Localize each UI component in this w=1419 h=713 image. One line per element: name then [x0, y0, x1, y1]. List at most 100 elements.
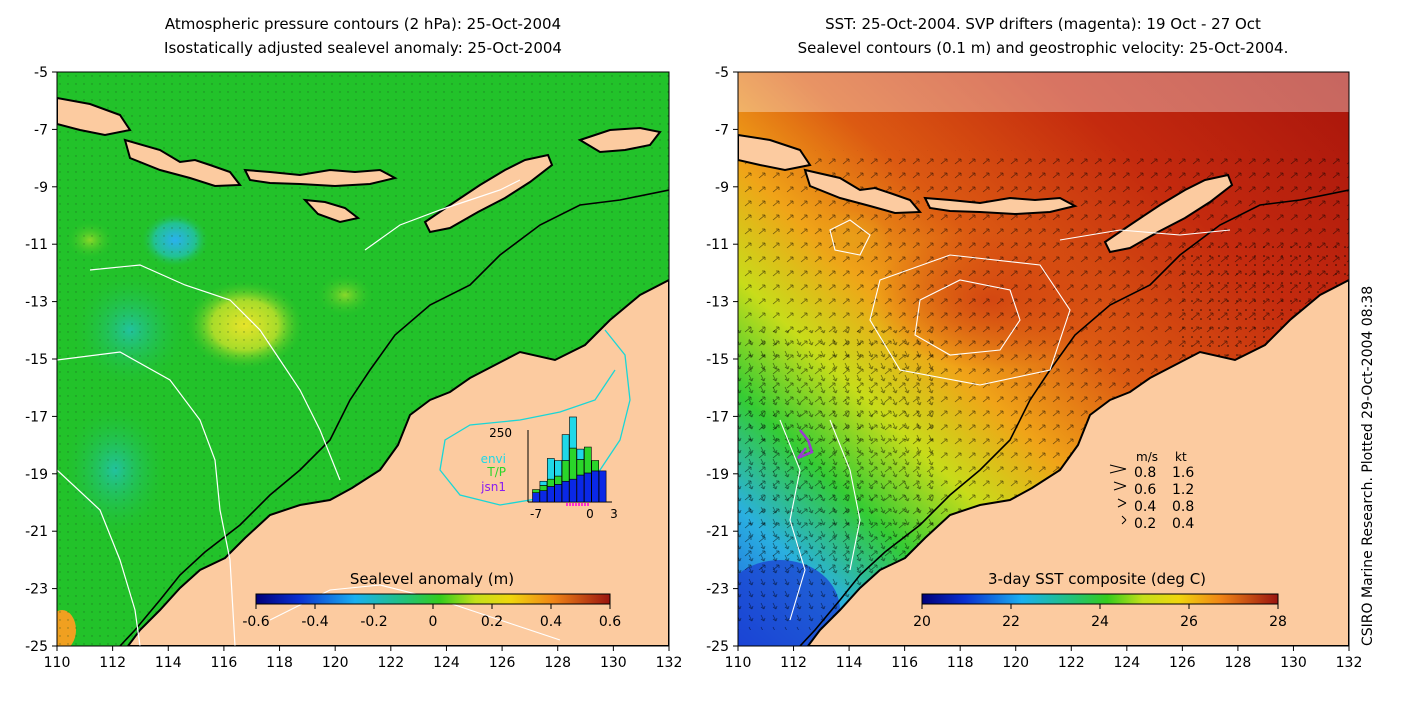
left-colorbar-title: Sealevel anomaly (m) [350, 570, 514, 588]
drifter-day-marker [587, 503, 589, 506]
lat-tick-label: -25 [25, 639, 48, 655]
altimetry-histogram-inset: 250 envi T/P jsn1 -7 0 3 [480, 416, 618, 521]
velocity-arrow-icon [1113, 481, 1127, 491]
colorbar-tick-label: 26 [1180, 614, 1198, 630]
credit-text: CSIRO Marine Research. Plotted 29-Oct-20… [1360, 286, 1376, 646]
lon-tick-label: 132 [1336, 655, 1363, 671]
lat-tick-label: -17 [706, 409, 729, 425]
bali-lombok-island [123, 138, 242, 188]
lat-tick-label: -13 [25, 295, 48, 311]
drifter-day-marker [584, 503, 586, 506]
colorbar-tick-label: 20 [913, 614, 931, 630]
shelf-cyan-contour [439, 329, 631, 506]
histogram-bar-green [532, 489, 540, 493]
lon-tick-label: 122 [377, 655, 404, 671]
sealevel-map-panel: Atmospheric pressure contours (2 hPa): 2… [25, 15, 682, 671]
lat-tick-label: -13 [706, 295, 729, 311]
wetar-island [577, 126, 662, 154]
histogram-bar-cyan [546, 458, 555, 480]
histogram-bar-blue [569, 478, 577, 503]
sealevel-colorbar [255, 593, 611, 605]
lon-tick-label: 116 [891, 655, 918, 671]
lat-tick-label: -15 [706, 352, 729, 368]
lon-tick-label: 112 [780, 655, 807, 671]
inset-legend-envi: envi [481, 452, 506, 466]
colorbar-tick-label: 0.2 [481, 614, 503, 630]
lon-tick-label: 128 [544, 655, 571, 671]
drifter-day-marker [581, 503, 583, 506]
histogram-bar-green [561, 460, 570, 482]
histogram-bar-blue [554, 484, 563, 503]
histogram-bar-cyan [576, 448, 585, 460]
histogram-bar-green [583, 446, 592, 474]
histogram-bar-green [576, 459, 585, 476]
lat-tick-label: -23 [25, 582, 48, 598]
lat-tick-label: -9 [34, 180, 48, 196]
histogram-bar-blue [561, 480, 570, 503]
lat-tick-label: -19 [706, 467, 729, 483]
drifter-day-marker [575, 503, 577, 506]
lat-tick-label: -15 [25, 352, 48, 368]
right-colorbar-title: 3-day SST composite (deg C) [988, 570, 1206, 588]
lat-tick-label: -23 [706, 582, 729, 598]
sst-map-panel: SST: 25-Oct-2004. SVP drifters (magenta)… [706, 15, 1362, 671]
histogram-bar-cyan [539, 480, 548, 486]
drifter-day-marker [578, 503, 580, 506]
velocity-arrow-icon [1117, 498, 1127, 508]
lon-tick-label: 114 [836, 655, 863, 671]
pressure-contour [364, 179, 521, 251]
colorbar-tick-label: -0.2 [360, 614, 387, 630]
lon-tick-label: 112 [99, 655, 126, 671]
inset-legend-jsn1: jsn1 [480, 480, 506, 494]
histogram-bar-cyan [561, 434, 570, 461]
right-map-area [738, 72, 1349, 646]
colorbar-tick-label: 0.6 [599, 614, 621, 630]
velocity-header-kt: kt [1175, 450, 1187, 464]
lon-tick-label: 132 [656, 655, 683, 671]
shelf-break-line [119, 189, 669, 646]
histogram-bar-blue [546, 486, 555, 503]
australia-land [126, 278, 669, 646]
histogram-bar-blue [576, 474, 585, 503]
drifter-day-marker [569, 503, 571, 506]
velocity-kt-value: 1.2 [1172, 482, 1194, 498]
lat-tick-label: -5 [715, 65, 729, 81]
lon-tick-label: 118 [947, 655, 974, 671]
velocity-kt-value: 0.8 [1172, 499, 1194, 515]
australia-land [806, 278, 1349, 646]
right-colorbar-ticks: 20 22 24 26 28 [913, 604, 1287, 630]
colorbar-tick-label: 0 [429, 614, 438, 630]
java-island [738, 133, 812, 172]
sealevel-contour [869, 254, 1071, 386]
lon-tick-label: 130 [600, 655, 627, 671]
lat-tick-label: -11 [706, 237, 729, 253]
velocity-kt-value: 1.6 [1172, 465, 1194, 481]
java-island [57, 96, 132, 137]
colorbar-tick-label: 0.4 [540, 614, 562, 630]
histogram-bar-blue [532, 492, 540, 503]
histogram-bar-cyan [569, 416, 577, 449]
colorbar-tick-label: 24 [1091, 614, 1109, 630]
histogram-bar-blue [591, 470, 600, 503]
lat-tick-label: -5 [34, 65, 48, 81]
histogram-bar-blue [539, 490, 548, 503]
lon-tick-label: 110 [725, 655, 752, 671]
velocity-ms-value: 0.8 [1134, 465, 1156, 481]
lat-tick-label: -11 [25, 237, 48, 253]
histogram-bar-green [591, 460, 600, 472]
sumba-island [302, 198, 361, 224]
lon-tick-label: 124 [433, 655, 460, 671]
left-colorbar-ticks: -0.6 -0.4 -0.2 0 0.2 0.4 0.6 [242, 604, 621, 630]
left-title-line2: Isostatically adjusted sealevel anomaly:… [164, 39, 562, 57]
lon-tick-label: 120 [1002, 655, 1029, 671]
lat-tick-label: -7 [715, 122, 729, 138]
lon-tick-label: 130 [1280, 655, 1307, 671]
histogram-bar-blue [598, 470, 607, 503]
histogram-bar-blue [583, 472, 592, 503]
sealevel-contour [914, 279, 1021, 356]
drifter-day-marker [566, 503, 568, 506]
colorbar-tick-label: 28 [1269, 614, 1287, 630]
